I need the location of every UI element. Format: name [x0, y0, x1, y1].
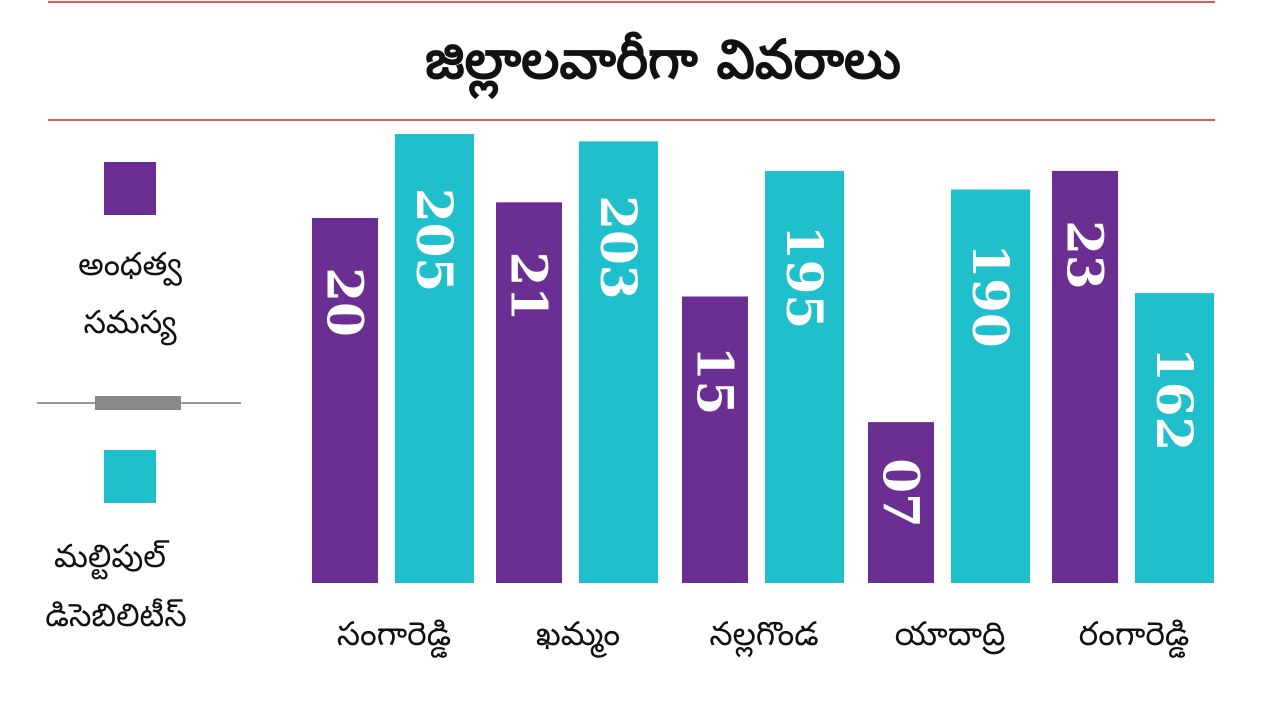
- category-label: రంగారెడ్డి: [1079, 614, 1190, 658]
- bar-value-label: 07: [872, 458, 931, 528]
- legend-swatch-multiple-disabilities: [104, 450, 156, 503]
- legend-swatch-blindness: [104, 162, 156, 215]
- bar-value-label: 205: [405, 188, 464, 292]
- bar: [1052, 170, 1118, 583]
- legend-label-line: మల్టిపుల్: [54, 537, 170, 580]
- bar: [951, 189, 1030, 583]
- bar-value-label: 21: [500, 252, 559, 322]
- bar-value-label: 20: [316, 267, 375, 337]
- legend-divider-bar: [95, 396, 181, 410]
- bar-value-label: 195: [775, 225, 834, 329]
- legend-label-line: సమస్య: [83, 303, 176, 346]
- bar-value-label: 162: [1145, 347, 1204, 451]
- legend-label-line: డిసెబిలిటీస్: [45, 596, 186, 634]
- bar: [496, 202, 562, 584]
- category-label: నల్లగొండ: [709, 614, 818, 658]
- bar: [682, 296, 748, 583]
- category-label: ఖమ్మం: [536, 614, 620, 658]
- bar-value-label: 190: [961, 243, 1020, 347]
- bar: [765, 171, 844, 583]
- category-label: సంగారెడ్డి: [337, 614, 451, 658]
- bar-value-label: 203: [589, 195, 648, 299]
- bar: [868, 422, 934, 583]
- bar: [1135, 293, 1214, 583]
- category-label: యాదాద్రి: [895, 614, 1006, 655]
- bar: [579, 141, 658, 583]
- bar: [395, 134, 474, 583]
- bar-value-label: 15: [686, 346, 745, 416]
- legend-label-line: అంధత్వ: [78, 245, 182, 286]
- bar-value-label: 23: [1056, 220, 1115, 290]
- bar: [312, 218, 378, 583]
- chart-title: జిల్లాలవారీగా వివరాలు: [425, 28, 901, 100]
